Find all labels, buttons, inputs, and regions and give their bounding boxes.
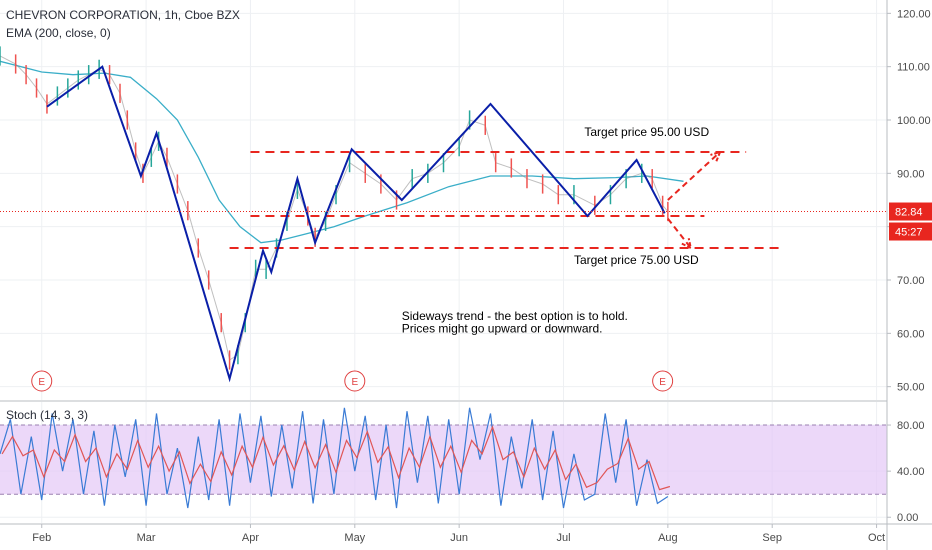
earnings-marker-circle: [31, 370, 53, 392]
earnings-marker[interactable]: E: [344, 370, 366, 392]
price-tags: 82.84 45:27: [889, 202, 932, 241]
earnings-marker-label: E: [351, 377, 358, 388]
stoch-label: Stoch (14, 3, 3): [6, 408, 88, 422]
price-tick-label: 60.00: [897, 328, 925, 340]
earnings-marker[interactable]: E: [652, 370, 674, 392]
time-tick-label: Apr: [242, 532, 259, 544]
stoch-tick-label: 0.00: [897, 512, 918, 524]
stoch-axis[interactable]: 0.00 40.00 80.00: [887, 420, 925, 524]
annotation-text: Target price 75.00 USD: [574, 253, 699, 267]
price-bars: [0, 46, 669, 370]
earnings-marker-circle: [344, 370, 366, 392]
target-arrow: [667, 218, 692, 249]
current-price-tag-label: 82.84: [895, 207, 923, 219]
time-tick-label: Aug: [658, 532, 678, 544]
annotation-text: Target price 95.00 USD: [584, 125, 709, 139]
annotation-text: Sideways trend - the best option is to h…: [402, 309, 628, 323]
countdown-tag: [889, 222, 932, 241]
price-tick-label: 50.00: [897, 382, 925, 394]
time-tick-label: Mar: [137, 532, 156, 544]
stoch-tick-label: 40.00: [897, 466, 925, 478]
countdown-tag-label: 45:27: [895, 227, 923, 239]
time-tick-label: Jul: [556, 532, 570, 544]
time-tick-label: Feb: [32, 532, 51, 544]
time-tick-label: Jun: [450, 532, 468, 544]
time-tick-label: Oct: [868, 532, 885, 544]
earnings-marker-circle: [652, 370, 674, 392]
earnings-marker[interactable]: E: [31, 370, 53, 392]
target-arrow: [667, 151, 721, 201]
target-arrows: [667, 150, 722, 250]
time-axis[interactable]: Feb Mar Apr May Jun Jul Aug Sep Oct: [32, 524, 885, 544]
price-tick-label: 110.00: [897, 62, 930, 74]
chart-title: CHEVRON CORPORATION, 1h, Cboe BZX: [6, 8, 240, 22]
price-tick-label: 120.00: [897, 8, 931, 20]
current-price-tag: [889, 202, 932, 221]
price-tick-label: 100.00: [897, 115, 931, 127]
earnings-marker-label: E: [659, 377, 666, 388]
earnings-marker-label: E: [38, 377, 45, 388]
price-tick-label: 90.00: [897, 168, 925, 180]
ema-line: [0, 60, 684, 244]
stoch-lines: [0, 407, 671, 509]
zigzag-line: [46, 65, 666, 383]
price-tick-label: 70.00: [897, 275, 925, 287]
stoch-k-line: [0, 407, 669, 509]
time-tick-label: May: [344, 532, 365, 544]
annotation-text: Prices might go upward or downward.: [402, 321, 603, 335]
ema-label: EMA (200, close, 0): [6, 26, 111, 40]
price-axis[interactable]: 50.0060.0070.0080.0090.00100.00110.00120…: [887, 8, 931, 394]
stoch-d-line: [1, 425, 671, 491]
stoch-tick-label: 80.00: [897, 420, 925, 432]
target-arrow-head: [681, 238, 693, 250]
target-arrow-head: [710, 150, 722, 162]
annotations: Target price 95.00 USD Target price 75.00…: [402, 125, 710, 335]
time-tick-label: Sep: [762, 532, 782, 544]
